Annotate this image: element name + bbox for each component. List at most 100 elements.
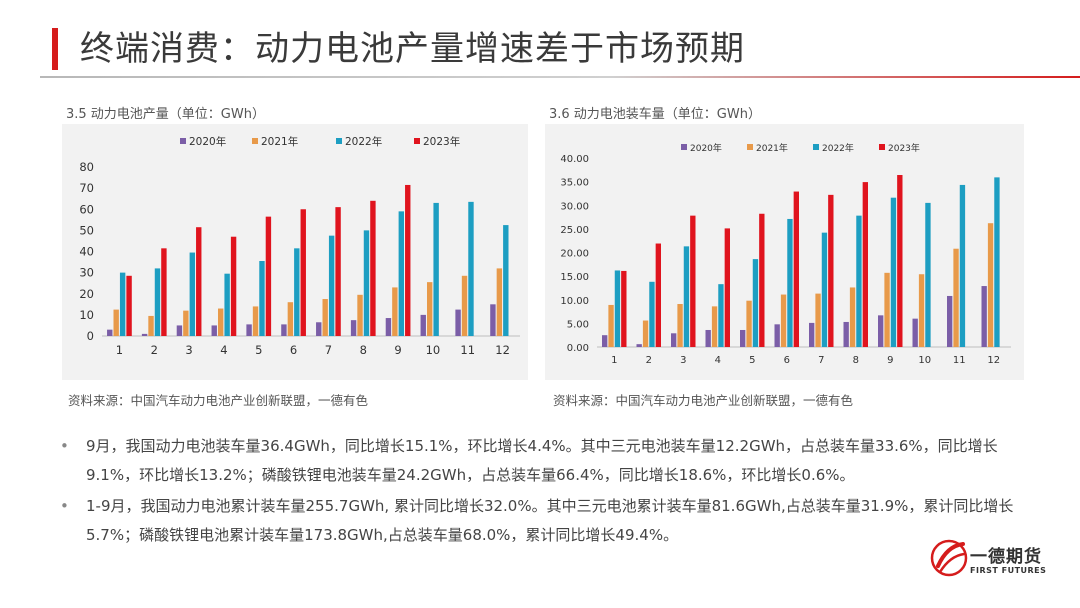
bar bbox=[433, 202, 439, 336]
bar bbox=[196, 227, 202, 336]
company-logo: 一德期货 FIRST FUTURES bbox=[930, 536, 1070, 592]
y-tick-label: 30 bbox=[79, 266, 94, 280]
bar bbox=[671, 333, 677, 347]
bar bbox=[357, 294, 363, 336]
bar bbox=[925, 202, 931, 347]
y-tick-label: 5.00 bbox=[567, 319, 589, 330]
bar bbox=[815, 293, 821, 347]
bar bbox=[649, 281, 655, 347]
bar bbox=[856, 215, 862, 347]
bar bbox=[385, 318, 392, 336]
y-tick-label: 10.00 bbox=[560, 296, 589, 307]
bar bbox=[683, 246, 690, 347]
y-tick-label: 15.00 bbox=[560, 272, 589, 283]
bar bbox=[405, 184, 411, 336]
legend-swatch bbox=[879, 144, 885, 150]
bar bbox=[828, 194, 834, 347]
bar bbox=[126, 275, 132, 336]
x-tick-label: 5 bbox=[749, 355, 755, 366]
bar bbox=[759, 213, 765, 347]
x-tick-label: 7 bbox=[818, 355, 824, 366]
bar bbox=[455, 309, 461, 336]
right-bar-chart: 0.00 5.00 10.00 15.00 20.00 25.00 30.00 35.00 40… bbox=[560, 142, 1011, 366]
bar bbox=[119, 272, 126, 336]
left-chart-panel: 0 10 20 30 40 50 60 70 80 2020年 2021年 2022年 2023年 1 2 3… bbox=[62, 124, 528, 380]
title-divider bbox=[40, 76, 1080, 78]
bullet-item: • 9月，我国动力电池装车量36.4GWh，同比增长15.1%，环比增长4.4%… bbox=[60, 432, 1050, 490]
bar bbox=[189, 252, 196, 336]
bar bbox=[113, 309, 119, 336]
bar bbox=[642, 320, 649, 347]
y-tick-label: 50 bbox=[79, 223, 94, 237]
x-tick-label: 9 bbox=[887, 355, 893, 366]
bar bbox=[503, 225, 509, 336]
legend-label: 2020年 bbox=[189, 135, 226, 148]
bar bbox=[690, 215, 696, 347]
bar bbox=[621, 270, 627, 347]
bar bbox=[217, 308, 224, 336]
x-tick-label: 2 bbox=[646, 355, 652, 366]
x-tick-label: 8 bbox=[360, 343, 367, 357]
bar bbox=[677, 304, 683, 347]
x-tick-label: 6 bbox=[784, 355, 790, 366]
bullet-text: 9月，我国动力电池装车量36.4GWh，同比增长15.1%，环比增长4.4%。其… bbox=[86, 437, 998, 484]
bar bbox=[740, 329, 746, 347]
legend-swatch bbox=[180, 138, 186, 144]
bar bbox=[608, 304, 614, 347]
bullet-item: • 1-9月，我国动力电池累计装车量255.7GWh, 累计同比增长32.0%。… bbox=[60, 492, 1050, 550]
x-tick-label: 4 bbox=[220, 343, 227, 357]
legend-swatch bbox=[681, 144, 687, 150]
right-chart-caption: 3.6 动力电池装车量（单位：GWh） bbox=[549, 107, 761, 122]
bar bbox=[912, 318, 918, 347]
y-tick-label: 70 bbox=[79, 181, 94, 195]
x-tick-label: 11 bbox=[460, 343, 475, 357]
x-tick-label: 5 bbox=[255, 343, 262, 357]
legend-label: 2022年 bbox=[345, 135, 382, 148]
bar bbox=[774, 324, 780, 347]
legend-swatch bbox=[336, 138, 342, 144]
legend-label: 2023年 bbox=[888, 142, 920, 154]
legend-label: 2021年 bbox=[756, 142, 788, 154]
bar bbox=[335, 207, 341, 336]
legend-label: 2020年 bbox=[690, 142, 722, 154]
bar bbox=[287, 302, 294, 336]
bar bbox=[259, 261, 265, 336]
bar bbox=[953, 248, 959, 347]
page-title: 终端消费：动力电池产量增速差于市场预期 bbox=[80, 29, 745, 69]
bar bbox=[148, 315, 154, 336]
bar bbox=[154, 268, 161, 336]
bar bbox=[265, 216, 272, 336]
x-tick-label: 1 bbox=[611, 355, 617, 366]
bar bbox=[793, 191, 799, 347]
left-chart-caption: 3.5 动力电池产量（单位：GWh） bbox=[66, 107, 265, 122]
bar bbox=[230, 236, 237, 336]
bar bbox=[862, 182, 868, 347]
y-tick-label: 35.00 bbox=[560, 178, 589, 189]
bar bbox=[468, 201, 474, 336]
y-tick-label: 30.00 bbox=[560, 201, 589, 212]
bar bbox=[426, 282, 433, 336]
bar bbox=[890, 197, 897, 347]
bar bbox=[602, 335, 608, 347]
legend-swatch bbox=[813, 144, 819, 150]
bar bbox=[350, 320, 357, 336]
bar bbox=[107, 329, 113, 336]
bar bbox=[281, 324, 287, 336]
bar bbox=[897, 175, 903, 347]
bar bbox=[328, 235, 335, 336]
right-chart-source: 资料来源：中国汽车动力电池产业创新联盟，一德有色 bbox=[553, 393, 854, 408]
bar bbox=[496, 268, 503, 336]
bar bbox=[959, 184, 966, 347]
bar bbox=[246, 324, 252, 336]
x-tick-label: 7 bbox=[325, 343, 332, 357]
y-tick-label: 25.00 bbox=[560, 225, 589, 236]
summary-bullets: • 9月，我国动力电池装车量36.4GWh，同比增长15.1%，环比增长4.4%… bbox=[60, 432, 1050, 552]
bar bbox=[420, 314, 426, 336]
x-tick-label: 8 bbox=[853, 355, 859, 366]
bar bbox=[300, 209, 306, 336]
x-tick-label: 10 bbox=[918, 355, 931, 366]
bar bbox=[809, 322, 815, 347]
bar bbox=[918, 274, 925, 347]
y-tick-label: 20 bbox=[79, 287, 94, 301]
